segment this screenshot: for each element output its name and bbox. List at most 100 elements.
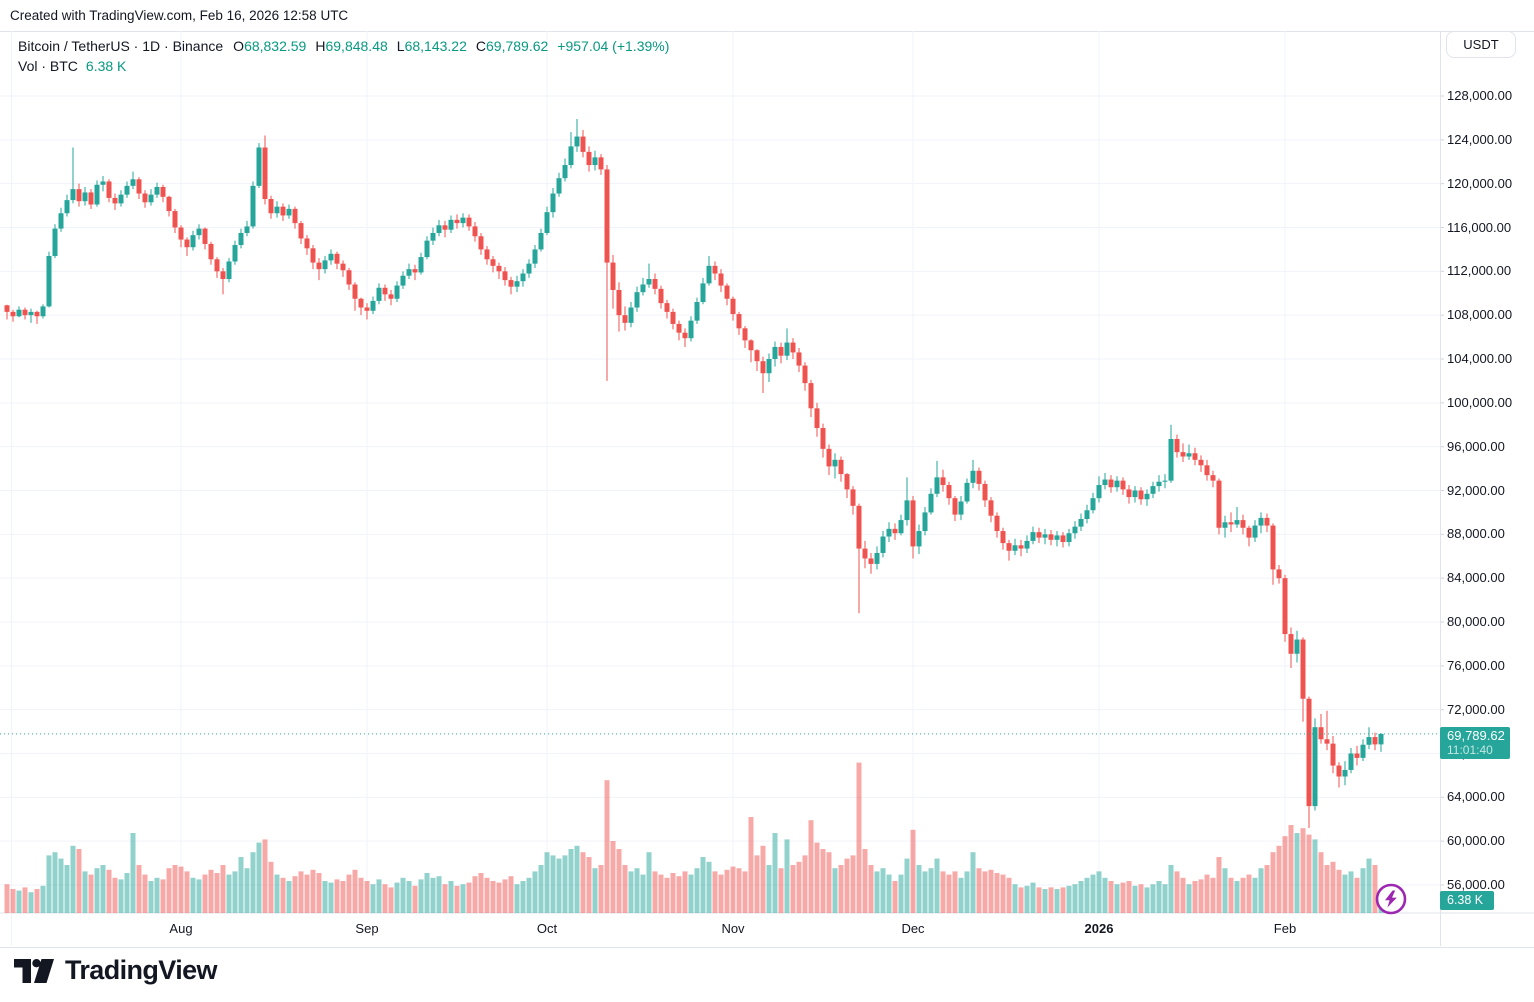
volume-bar (202, 874, 208, 913)
candle-body (952, 498, 958, 515)
candle-body (568, 146, 574, 166)
candle-body (244, 226, 250, 233)
volume-bar (1300, 828, 1306, 913)
candle-body (328, 253, 334, 261)
volume-bar (214, 873, 220, 913)
volume-bar (196, 879, 202, 913)
volume-bar (610, 841, 616, 913)
volume-bar (1018, 887, 1024, 913)
volume-bar (46, 855, 52, 913)
volume-bar (466, 882, 472, 913)
volume-bar (1000, 874, 1006, 913)
price-axis-label: 76,000.00 (1447, 657, 1505, 673)
volume-bar (262, 839, 268, 913)
candle-body (844, 474, 850, 490)
candle-body (1372, 737, 1378, 745)
candle-body (310, 248, 316, 263)
volume-bar (856, 762, 862, 913)
volume-bar (982, 871, 988, 913)
candle-body (1132, 490, 1138, 498)
candle-body (1024, 540, 1030, 549)
candle-body (58, 213, 64, 229)
legend-open-label: O (233, 38, 245, 54)
candle-body (412, 269, 418, 273)
candle-body (268, 199, 274, 214)
volume-bar (970, 852, 976, 913)
volume-bar (22, 887, 28, 913)
candle-body (178, 227, 184, 240)
candle-body (76, 189, 82, 202)
candle-body (760, 361, 766, 374)
volume-bar (532, 871, 538, 913)
volume-bar (136, 865, 142, 913)
volume-bar (448, 881, 454, 913)
chart-frame (0, 31, 1534, 948)
candle-body (982, 483, 988, 501)
volume-bar (1324, 865, 1330, 913)
volume-bar (628, 871, 634, 913)
candle-body (1318, 727, 1324, 740)
volume-bar (1360, 868, 1366, 913)
candle-body (370, 300, 376, 311)
candle-body (304, 238, 310, 249)
volume-bar (1078, 881, 1084, 913)
candle-body (910, 500, 916, 547)
currency-toggle-button[interactable]: USDT (1446, 31, 1516, 58)
candle-body (202, 228, 208, 244)
candle-body (616, 289, 622, 316)
candle-body (610, 262, 616, 290)
volume-bar (592, 868, 598, 913)
volume-bar (844, 858, 850, 913)
volume-bar (388, 887, 394, 913)
candle-body (88, 192, 94, 205)
time-axis-label: Feb (1273, 921, 1297, 936)
candle-body (298, 223, 304, 239)
candle-body (1006, 543, 1012, 551)
volume-bar (676, 876, 682, 913)
flash-icon[interactable] (1374, 882, 1408, 916)
volume-bar (652, 871, 658, 913)
volume-bar (1204, 874, 1210, 913)
volume-bar (4, 884, 10, 913)
volume-bar (1234, 881, 1240, 913)
volume-bar (1108, 881, 1114, 913)
volume-bar (1132, 885, 1138, 913)
candle-body (688, 320, 694, 339)
volume-bar (712, 871, 718, 913)
volume-bar (436, 876, 442, 913)
last-price-badge: 69,789.62 11:01:40 (1440, 727, 1510, 759)
candle-body (286, 208, 292, 216)
volume-bar (28, 892, 34, 913)
candle-body (250, 185, 256, 227)
candle-body (460, 217, 466, 224)
volume-bar (406, 881, 412, 913)
volume-bar (64, 865, 70, 913)
volume-bar (928, 868, 934, 913)
volume-bar (88, 874, 94, 913)
volume-bar (1066, 885, 1072, 913)
volume-bar (574, 845, 580, 913)
volume-bar (1036, 887, 1042, 913)
chart-canvas[interactable] (0, 31, 1534, 946)
candle-body (232, 245, 238, 262)
volume-bar (184, 871, 190, 913)
volume-bar (1252, 877, 1258, 913)
candle-body (112, 197, 118, 204)
volume-bar (694, 868, 700, 913)
candle-body (730, 298, 736, 315)
price-axis-label: 60,000.00 (1447, 833, 1505, 849)
price-axis-label: 124,000.00 (1447, 131, 1513, 147)
candle-body (904, 500, 910, 521)
candle-body (814, 408, 820, 429)
candle-body (22, 309, 28, 316)
volume-bar (256, 842, 262, 913)
volume-bar (634, 868, 640, 913)
tradingview-logo[interactable]: TradingView (14, 955, 218, 986)
volume-bar (1072, 884, 1078, 913)
volume-bar (334, 879, 340, 913)
candle-body (292, 208, 298, 224)
candle-body (1222, 522, 1228, 528)
candle-body (94, 184, 100, 205)
candle-body (1108, 479, 1114, 488)
